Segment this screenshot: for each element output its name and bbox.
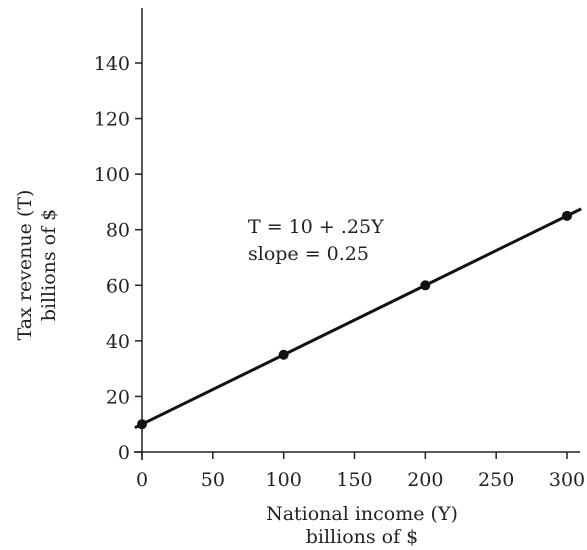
y-ticks: 0 20 40 60 80 100 120 140 [94, 53, 142, 464]
x-tick-label-150: 150 [336, 469, 372, 491]
data-point-300 [562, 210, 572, 221]
data-point-100 [278, 349, 289, 360]
annotation-slope: slope = 0.25 [248, 243, 369, 265]
x-tick-label-250: 250 [478, 469, 514, 491]
x-axis-title-line1: National income (Y) [266, 503, 458, 525]
x-tick-label-200: 200 [407, 469, 443, 491]
y-axis-title-line1: Tax revenue (T) [14, 190, 36, 341]
y-tick-label-100: 100 [94, 164, 130, 186]
series-line-0 [134, 207, 582, 430]
plot-area [134, 207, 582, 430]
x-tick-label-100: 100 [266, 469, 302, 491]
x-axis-title-line2: billions of $ [306, 526, 419, 548]
x-tick-label-300: 300 [549, 469, 585, 491]
data-point-0 [137, 419, 147, 430]
y-tick-label-60: 60 [106, 275, 130, 297]
y-tick-label-0: 0 [118, 442, 130, 464]
x-ticks: 0 50 100 150 200 250 300 [136, 452, 585, 491]
x-tick-label-50: 50 [201, 469, 225, 491]
y-tick-label-120: 120 [94, 109, 130, 131]
y-tick-label-80: 80 [106, 220, 130, 242]
x-tick-label-0: 0 [136, 469, 148, 491]
y-tick-label-140: 140 [94, 53, 130, 75]
annotation-equation: T = 10 + .25Y [248, 216, 384, 238]
axes [134, 8, 580, 460]
y-tick-label-20: 20 [106, 386, 130, 408]
y-tick-label-40: 40 [106, 331, 130, 353]
y-axis-title-line2: billions of $ [38, 209, 60, 322]
data-point-200 [420, 280, 431, 291]
